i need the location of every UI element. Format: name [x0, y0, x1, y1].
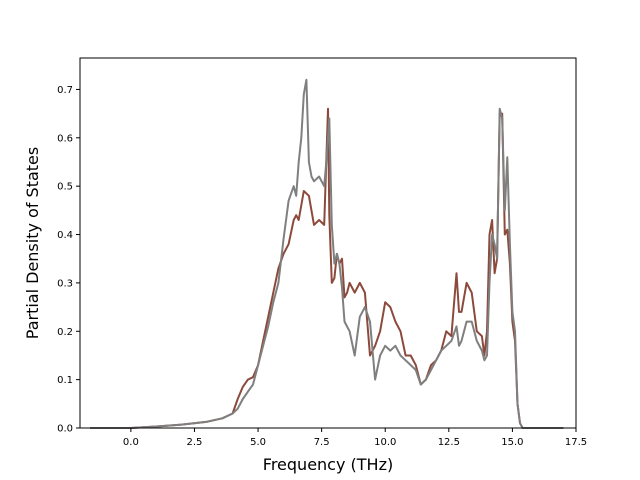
x-tick-label: 2.5	[187, 437, 203, 448]
x-tick-label: 7.5	[314, 437, 330, 448]
y-tick-label: 0.0	[57, 424, 73, 435]
series-line-2	[90, 78, 564, 429]
series-line-1	[90, 107, 564, 429]
plot-frame	[79, 57, 577, 429]
y-tick-label: 0.2	[57, 327, 73, 338]
y-tick-label: 0.1	[57, 375, 73, 386]
x-tick-label: 15.0	[501, 437, 523, 448]
x-tick-label: 10.0	[374, 437, 396, 448]
series-layer	[90, 78, 564, 429]
y-axis-label: Partial Density of States	[23, 147, 42, 339]
y-tick-label: 0.5	[57, 182, 73, 193]
x-tick-label: 12.5	[438, 437, 460, 448]
y-tick-label: 0.7	[57, 85, 73, 96]
x-axis-ticks: 0.0 2.5 5.0 7.5 10.0 12.5 15.0 17.5	[123, 428, 587, 448]
x-tick-label: 5.0	[250, 437, 266, 448]
y-axis-ticks: 0.0 0.1 0.2 0.3 0.4 0.5 0.6 0.7	[57, 85, 80, 435]
x-axis-label: Frequency (THz)	[263, 455, 393, 474]
x-tick-label: 0.0	[123, 437, 139, 448]
x-tick-label: 17.5	[565, 437, 587, 448]
y-tick-label: 0.6	[57, 133, 73, 144]
y-tick-label: 0.4	[57, 230, 73, 241]
y-tick-label: 0.3	[57, 278, 73, 289]
